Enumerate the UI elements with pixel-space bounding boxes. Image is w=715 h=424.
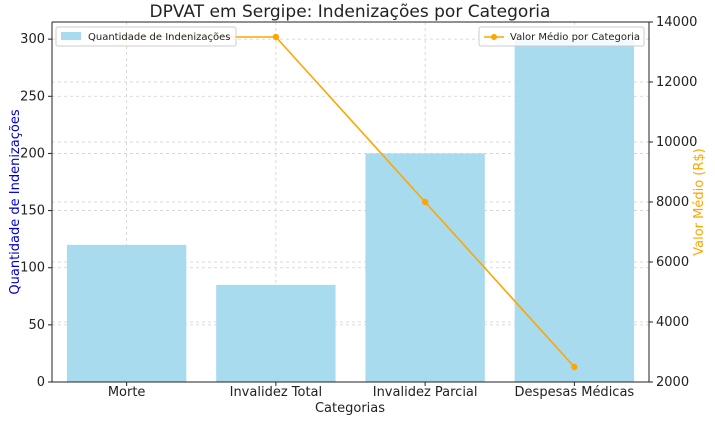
line-point xyxy=(571,363,578,371)
bar xyxy=(216,284,336,382)
line-point xyxy=(272,33,280,41)
bar xyxy=(365,153,485,382)
legend-bar-swatch xyxy=(61,32,81,40)
line-point xyxy=(421,198,429,206)
left-tick-label: 200 xyxy=(20,146,45,161)
tick-labels: 0 50 100 150 200 250 300 2000 4000 6000 8000 10000 1… xyxy=(20,15,697,400)
x-tick-label: Invalidez Parcial xyxy=(373,385,478,400)
legend-bar-label: Quantidade de Indenizações xyxy=(88,32,230,43)
legend-right: Valor Médio por Categoria xyxy=(478,26,645,47)
legend-left-box xyxy=(55,26,237,47)
left-y-axis-title: Quantidade de Indenizações xyxy=(8,109,23,294)
left-tick-label: 250 xyxy=(20,89,45,104)
x-tick-label: Invalidez Total xyxy=(230,385,323,400)
chart-title: DPVAT em Sergipe: Indenizações por Categ… xyxy=(150,2,551,22)
left-tick-label: 50 xyxy=(28,318,45,333)
x-tick-label: Morte xyxy=(108,385,146,400)
bar-series xyxy=(66,39,635,383)
legend-line-label: Valor Médio por Categoria xyxy=(510,31,640,43)
right-tick-label: 14000 xyxy=(656,15,697,30)
x-tick-label: Despesas Médicas xyxy=(515,385,635,400)
right-tick-label: 12000 xyxy=(656,75,697,90)
legend-right-box xyxy=(478,26,645,47)
legend-line-marker xyxy=(491,34,497,40)
right-y-axis-title: Valor Médio (R$) xyxy=(692,148,707,256)
left-tick-label: 300 xyxy=(20,32,45,47)
axes xyxy=(48,21,653,386)
left-tick-label: 100 xyxy=(20,261,45,276)
right-tick-label: 10000 xyxy=(656,135,697,150)
bar xyxy=(66,244,187,382)
x-axis-title: Categorias xyxy=(315,401,385,416)
right-tick-label: 4000 xyxy=(656,315,689,330)
right-tick-label: 8000 xyxy=(656,195,689,210)
legend-left: Quantidade de Indenizações xyxy=(55,26,237,47)
left-tick-label: 0 xyxy=(37,375,45,390)
bar xyxy=(514,39,635,383)
right-tick-label: 2000 xyxy=(656,375,689,390)
right-tick-label: 6000 xyxy=(656,255,689,270)
left-tick-label: 150 xyxy=(20,204,45,219)
